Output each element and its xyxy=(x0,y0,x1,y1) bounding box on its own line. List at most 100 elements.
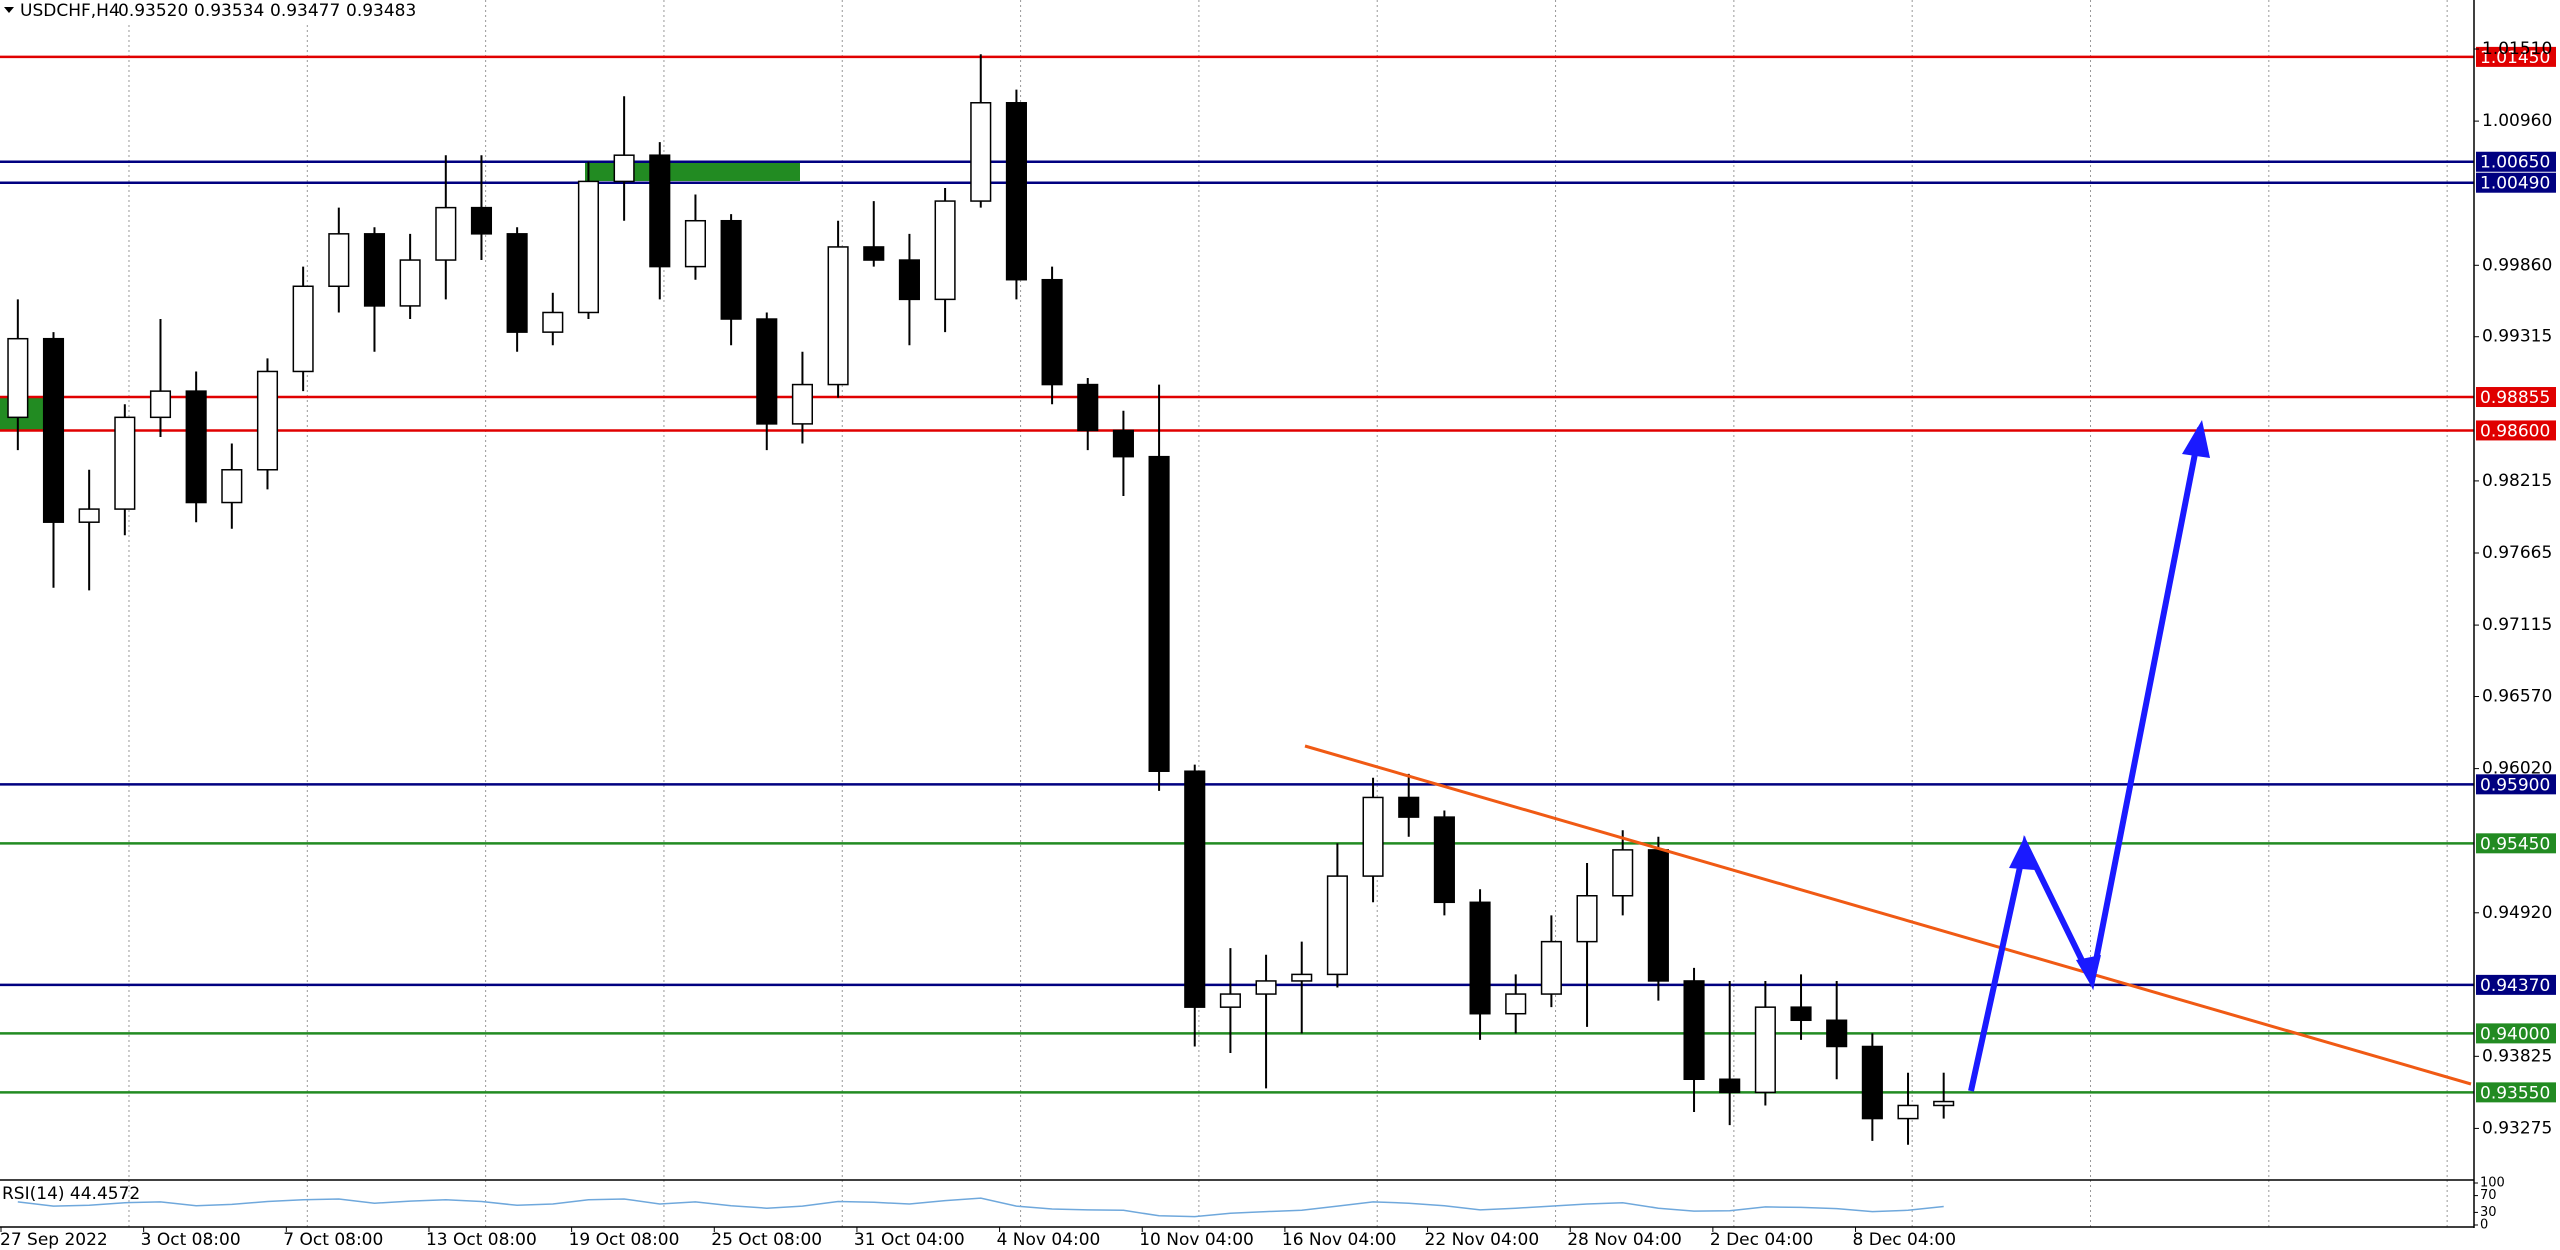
rsi-tick-label: 100 xyxy=(2480,1176,2505,1191)
candle-body xyxy=(791,383,813,425)
y-tick-label: 0.93275 xyxy=(2482,1118,2552,1138)
candle-body xyxy=(577,180,600,314)
level-tag xyxy=(2476,1023,2556,1044)
candle-body xyxy=(149,390,172,419)
candle-body xyxy=(970,102,992,202)
x-tick-label: 16 Nov 04:00 xyxy=(1282,1230,1397,1250)
candle-body xyxy=(1790,1006,1812,1022)
candle-body xyxy=(1398,796,1420,818)
candle-body xyxy=(720,219,742,320)
header-triangle xyxy=(4,7,14,13)
level-label: 0.94000 xyxy=(2480,1024,2550,1044)
candle-body xyxy=(292,285,314,373)
candle-body xyxy=(221,469,243,504)
candles xyxy=(7,54,1955,1145)
y-tick-label: 0.96570 xyxy=(2482,687,2552,707)
level-label: 0.93550 xyxy=(2480,1083,2550,1103)
candle-body xyxy=(506,233,528,333)
candle-body xyxy=(1326,875,1348,976)
x-tick-label: 3 Oct 08:00 xyxy=(141,1230,241,1250)
candle-body xyxy=(863,246,885,261)
y-tick-label: 0.99315 xyxy=(2482,327,2552,347)
candle-body xyxy=(756,318,778,425)
y-tick-label: 0.98215 xyxy=(2482,471,2552,491)
y-tick-label: 0.97665 xyxy=(2482,543,2552,563)
candle-body xyxy=(114,416,136,510)
candle-body xyxy=(1112,429,1134,458)
arrow-head xyxy=(2076,955,2101,989)
candle-body xyxy=(7,337,29,419)
level-tag xyxy=(2476,172,2556,193)
rsi-line xyxy=(17,1197,1944,1218)
quote: 0.93520 0.93534 0.93477 0.93483 xyxy=(118,1,416,21)
candle-body xyxy=(613,154,635,183)
candle-body xyxy=(328,233,350,288)
y-tick-label: 1.01510 xyxy=(2482,39,2552,59)
level-tag xyxy=(2476,46,2556,67)
candle-body xyxy=(1255,980,1277,995)
candle-body xyxy=(684,219,707,268)
symbol: USDCHF,H4 xyxy=(20,1,120,21)
level-label: 1.01450 xyxy=(2480,48,2550,68)
level-tag xyxy=(2476,1082,2556,1103)
y-tick-label: 0.94920 xyxy=(2482,903,2552,923)
y-tick-label: 0.99860 xyxy=(2482,255,2552,275)
candle-body xyxy=(1184,770,1206,1008)
quote-value: 0.93477 xyxy=(270,1,340,21)
candle-body xyxy=(185,390,207,504)
candle-body xyxy=(542,311,564,333)
candle-body xyxy=(1647,849,1669,982)
x-tick-label: 19 Oct 08:00 xyxy=(569,1230,680,1250)
y-tick-label: 0.97115 xyxy=(2482,615,2552,635)
x-tick-label: 13 Oct 08:00 xyxy=(426,1230,537,1250)
candle-body xyxy=(435,206,457,261)
level-tag xyxy=(2476,774,2556,795)
y-tick-label: 0.96020 xyxy=(2482,759,2552,779)
arrow-head xyxy=(2009,836,2035,870)
candle-body xyxy=(1041,278,1063,386)
candle-body xyxy=(1219,993,1241,1008)
header-bg xyxy=(0,0,420,22)
candle-body xyxy=(1826,1019,1848,1048)
level-label: 0.98855 xyxy=(2480,388,2550,408)
level-label: 0.95450 xyxy=(2480,834,2550,854)
level-tag xyxy=(2476,151,2556,172)
quote-value: 0.93534 xyxy=(194,1,264,21)
x-tick-label: 8 Dec 04:00 xyxy=(1853,1230,1957,1250)
level-label: 0.95900 xyxy=(2480,775,2550,795)
candle-body xyxy=(1148,455,1170,772)
candle-body xyxy=(1719,1078,1741,1094)
candle-body xyxy=(827,246,849,386)
y-tick-label: 1.00960 xyxy=(2482,111,2552,131)
candle-body xyxy=(898,259,920,301)
candle-body xyxy=(256,370,279,471)
candle-body xyxy=(1362,796,1384,877)
candle-body xyxy=(470,206,493,235)
candle-body xyxy=(1505,993,1527,1015)
level-label: 1.00650 xyxy=(2480,153,2550,173)
trend-line xyxy=(1304,744,2472,1086)
x-tick-label: 4 Nov 04:00 xyxy=(997,1230,1101,1250)
candle-body xyxy=(1077,383,1099,432)
quote-value: 0.93520 xyxy=(118,1,188,21)
candle-body xyxy=(1576,895,1598,943)
level-tag xyxy=(2476,833,2556,854)
level-tag xyxy=(2476,974,2556,995)
rsi-label: RSI(14) 44.4572 xyxy=(2,1184,140,1204)
candle-body xyxy=(78,508,100,523)
candle-body xyxy=(1933,1100,1955,1107)
quote-value: 0.93483 xyxy=(346,1,416,21)
candle-body xyxy=(1005,102,1027,281)
candle-body xyxy=(1861,1045,1883,1120)
candle-body xyxy=(1469,901,1491,1015)
y-tick-label: 0.93825 xyxy=(2482,1046,2552,1066)
candle-body xyxy=(42,337,65,523)
candle-body xyxy=(1897,1104,1919,1120)
x-tick-label: 25 Oct 08:00 xyxy=(711,1230,822,1250)
candle-body xyxy=(399,259,421,307)
arrow-head xyxy=(2182,420,2210,458)
